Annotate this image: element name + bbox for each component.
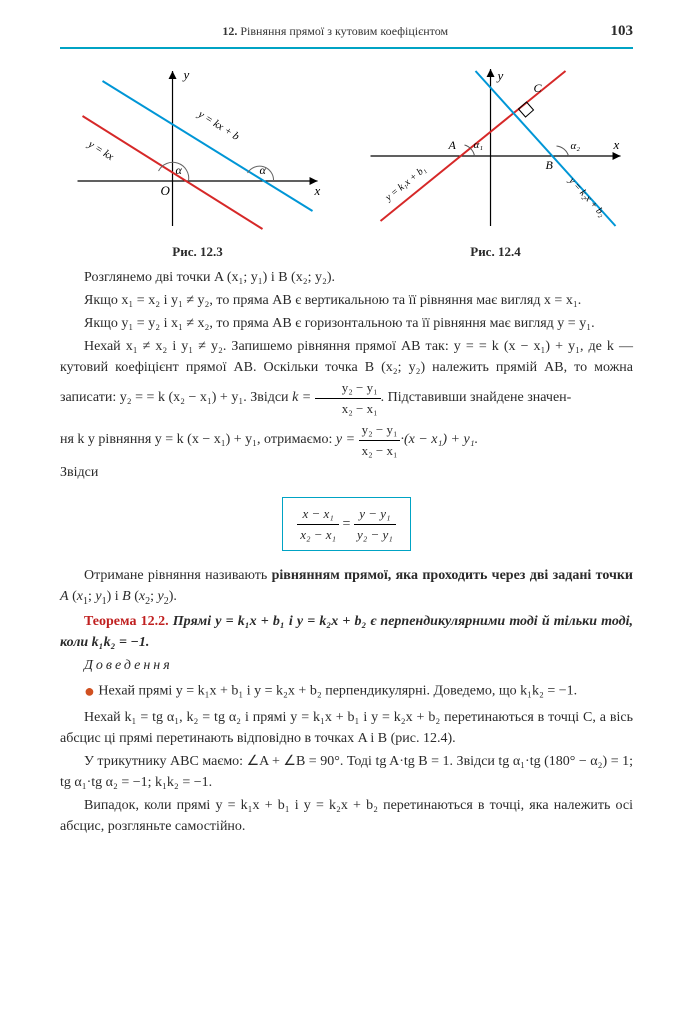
para-6: Отримане рівняння називають рівнянням пр… <box>60 565 633 609</box>
para-7-text: Нехай прямі y = k₁x + b₁ і y = k₂x + b₂ … <box>98 684 577 699</box>
frac-y-tail: ·(x − x₁) + y₁. <box>400 432 478 447</box>
line-label-bottom: y = kx <box>85 137 116 162</box>
figures-row: y x O α α y = kx + b y = kx Рис. 12.3 A … <box>60 61 633 262</box>
pt-B: B <box>545 158 553 172</box>
para-1: Розглянемо дві точки A (x₁; y₁) і B (x₂;… <box>60 267 633 288</box>
theorem-title: Теорема 12.2. <box>84 614 169 629</box>
line-label-top: y = kx + b <box>195 107 242 142</box>
para-7: ● Нехай прямі y = k₁x + b₁ і y = k₂x + b… <box>60 678 633 705</box>
figure-12-3-svg: y x O α α y = kx + b y = kx <box>60 61 335 231</box>
para-5a: ня k у рівняння y = k (x − x₁) + y₁, отр… <box>60 432 336 447</box>
frac-y-den: x₂ − x₁ <box>359 441 401 461</box>
pt-C: C <box>533 81 542 95</box>
boxed-l-num: x − x₁ <box>297 504 339 525</box>
page-number: 103 <box>611 20 634 43</box>
boxed-formula: x − x₁ x₂ − x₁ = y − y₁ y₂ − y₁ <box>60 491 633 557</box>
frac-k-num: y₂ − y₁ <box>315 378 381 399</box>
para-9: У трикутнику ABC маємо: ∠A + ∠B = 90°. Т… <box>60 751 633 793</box>
axis-x-label-2: x <box>612 137 619 152</box>
page-header: 12. Рівняння прямої з кутовим коефіцієнт… <box>60 20 633 49</box>
angle-alpha2: α₂ <box>570 140 580 152</box>
axis-y-label-2: y <box>495 68 503 83</box>
figure-12-4-svg: A B C y x α₁ α₂ y = k₁x + b₁ y = k₂x + b… <box>358 61 633 231</box>
para-4b: . Підставивши знайдене значен- <box>381 390 572 405</box>
line-k1-label: y = k₁x + b₁ <box>383 164 429 204</box>
section-num: 12. <box>222 24 237 38</box>
frac-k: y₂ − y₁ x₂ − x₁ <box>315 378 381 418</box>
para-4: Нехай x₁ ≠ x₂ і y₁ ≠ y₂. Запишемо рівнян… <box>60 336 633 418</box>
frac-y: y₂ − y₁ x₂ − x₁ <box>359 420 401 460</box>
boxed-r-den: y₂ − y₁ <box>354 525 396 545</box>
section-title-text: Рівняння прямої з кутовим коефіцієнтом <box>240 24 448 38</box>
pt-A: A <box>447 138 456 152</box>
para-3: Якщо y₁ = y₂ і x₁ ≠ x₂, то пряма AB є го… <box>60 313 633 334</box>
boxed-r-num: y − y₁ <box>354 504 396 525</box>
frac-y-num: y₂ − y₁ <box>359 420 401 441</box>
origin-label: O <box>161 183 171 198</box>
figure-12-4-caption: Рис. 12.4 <box>358 242 633 262</box>
para-8: Нехай k₁ = tg α₁, k₂ = tg α₂ і прямі y =… <box>60 707 633 749</box>
boxed-right: y − y₁ y₂ − y₁ <box>354 504 396 544</box>
boxed-l-den: x₂ − x₁ <box>297 525 339 545</box>
para-2: Якщо x₁ = x₂ і y₁ ≠ y₂, то пряма AB є ве… <box>60 290 633 311</box>
line-k2-label: y = k₂x + b₂ <box>566 174 608 219</box>
para-5: ня k у рівняння y = k (x − x₁) + y₁, отр… <box>60 420 633 460</box>
figure-12-4: A B C y x α₁ α₂ y = k₁x + b₁ y = k₂x + b… <box>358 61 633 262</box>
axis-y-label: y <box>182 67 190 82</box>
proof-label: Доведення <box>60 655 633 676</box>
frac-k-den: x₂ − x₁ <box>315 399 381 419</box>
angle-alpha-2: α <box>260 163 267 177</box>
para-10: Випадок, коли прямі y = k₁x + b₁ і y = k… <box>60 795 633 837</box>
angle-alpha-1: α <box>176 163 183 177</box>
bullet-icon: ● <box>84 681 95 701</box>
figure-12-3: y x O α α y = kx + b y = kx Рис. 12.3 <box>60 61 335 262</box>
boxed-left: x − x₁ x₂ − x₁ <box>297 504 339 544</box>
theorem-12-2: Теорема 12.2. Прямі y = k₁x + b₁ і y = k… <box>60 611 633 653</box>
axis-x-label: x <box>314 183 321 198</box>
angle-alpha1: α₁ <box>473 139 483 151</box>
para-5b: Звідси <box>60 462 633 483</box>
section-title: 12. Рівняння прямої з кутовим коефіцієнт… <box>60 22 611 40</box>
figure-12-3-caption: Рис. 12.3 <box>60 242 335 262</box>
